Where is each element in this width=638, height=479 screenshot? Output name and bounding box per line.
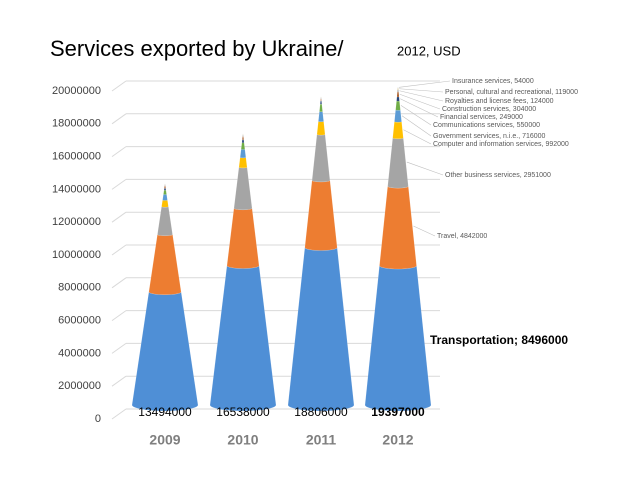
y-tick-label: 12000000	[52, 216, 101, 228]
data-label: Travel, 4842000	[437, 233, 487, 240]
data-label: Communications services, 550000	[433, 122, 540, 129]
data-label: Other business services, 2951000	[445, 172, 551, 179]
data-label: Construction services, 304000	[442, 106, 536, 113]
y-tick-label: 0	[95, 413, 101, 425]
cone-segment	[319, 103, 323, 112]
x-tick-label: 2010	[227, 432, 258, 448]
data-label: Insurance services, 54000	[452, 78, 534, 85]
leader-line	[403, 129, 432, 145]
total-label: 19397000	[371, 405, 425, 419]
y-tick-label: 18000000	[52, 118, 101, 130]
data-label: Computer and information services, 99200…	[433, 141, 569, 148]
cone-segment	[240, 142, 246, 150]
grid-line	[111, 277, 127, 289]
y-tick-label: 4000000	[58, 347, 101, 359]
grid-line	[111, 113, 127, 125]
data-label: Financial services, 249000	[440, 114, 523, 121]
cone-segment	[395, 100, 401, 111]
grid-line	[111, 146, 127, 158]
cone-segment	[233, 166, 253, 211]
grid-line	[111, 244, 127, 256]
cone-segment	[163, 189, 167, 195]
total-label: 13494000	[138, 405, 192, 419]
y-tick-label: 8000000	[58, 282, 101, 294]
cone-segment	[241, 139, 245, 144]
grid-line	[111, 310, 127, 322]
leader-line	[400, 105, 432, 126]
grid-line	[111, 80, 127, 92]
y-tick-label: 2000000	[58, 380, 101, 392]
data-label: Government services, n.i.e., 716000	[433, 133, 546, 140]
total-label: 18806000	[294, 405, 348, 419]
chart-title: Services exported by Ukraine/	[50, 36, 344, 61]
cone-segment	[209, 265, 277, 412]
x-tick-label: 2012	[382, 432, 413, 448]
grid-line	[111, 342, 127, 354]
leader-line	[401, 115, 432, 137]
leader-line	[399, 93, 441, 110]
leader-line	[400, 98, 439, 118]
cone-segment	[304, 180, 338, 251]
cone-segment	[161, 199, 169, 208]
grid-line	[111, 375, 127, 387]
data-label: Transportation; 8496000	[430, 333, 568, 347]
cone-segment	[226, 208, 260, 269]
cone-segment	[396, 96, 400, 102]
leader-line	[413, 225, 436, 237]
x-tick-label: 2009	[149, 432, 180, 448]
grid-line	[111, 408, 127, 420]
cone-segment	[318, 111, 324, 122]
cone-segment	[316, 121, 326, 136]
cone-segment	[238, 157, 248, 169]
y-tick-label: 14000000	[52, 183, 101, 195]
cone-segment	[239, 148, 247, 159]
x-tick-label: 2011	[306, 432, 337, 448]
cone-segment	[162, 194, 168, 201]
cone-segment	[396, 91, 400, 98]
cone-segment	[397, 87, 399, 91]
cone-segment	[311, 134, 331, 183]
cone-segment	[319, 100, 323, 105]
total-label: 16538000	[216, 405, 270, 419]
cone-segment	[397, 89, 399, 93]
cone-segment	[364, 265, 432, 412]
data-label: Personal, cultural and recreational, 119…	[445, 89, 578, 96]
leader-line	[399, 90, 444, 102]
leader-line	[406, 161, 444, 176]
grid-line	[111, 178, 127, 190]
cone-segment	[164, 185, 166, 189]
cone-segment	[242, 136, 244, 141]
cone-segment	[394, 109, 402, 123]
y-tick-label: 16000000	[52, 151, 101, 163]
cone-segment	[157, 206, 173, 237]
y-tick-label: 6000000	[58, 315, 101, 327]
cone-segment	[320, 98, 322, 102]
cone-segment	[287, 247, 355, 412]
cone-segment	[131, 291, 199, 412]
cone-segment	[387, 137, 409, 189]
data-label: Royalties and license fees, 124000	[445, 98, 554, 105]
cone-segment	[379, 186, 417, 270]
cone-segment	[148, 234, 182, 295]
grid-line	[111, 211, 127, 223]
leader-line	[399, 88, 444, 93]
leader-line	[399, 80, 451, 88]
cone-segment	[392, 121, 404, 140]
y-tick-label: 20000000	[52, 85, 101, 97]
chart-subtitle: 2012, USD	[397, 43, 461, 58]
y-tick-label: 10000000	[52, 249, 101, 261]
